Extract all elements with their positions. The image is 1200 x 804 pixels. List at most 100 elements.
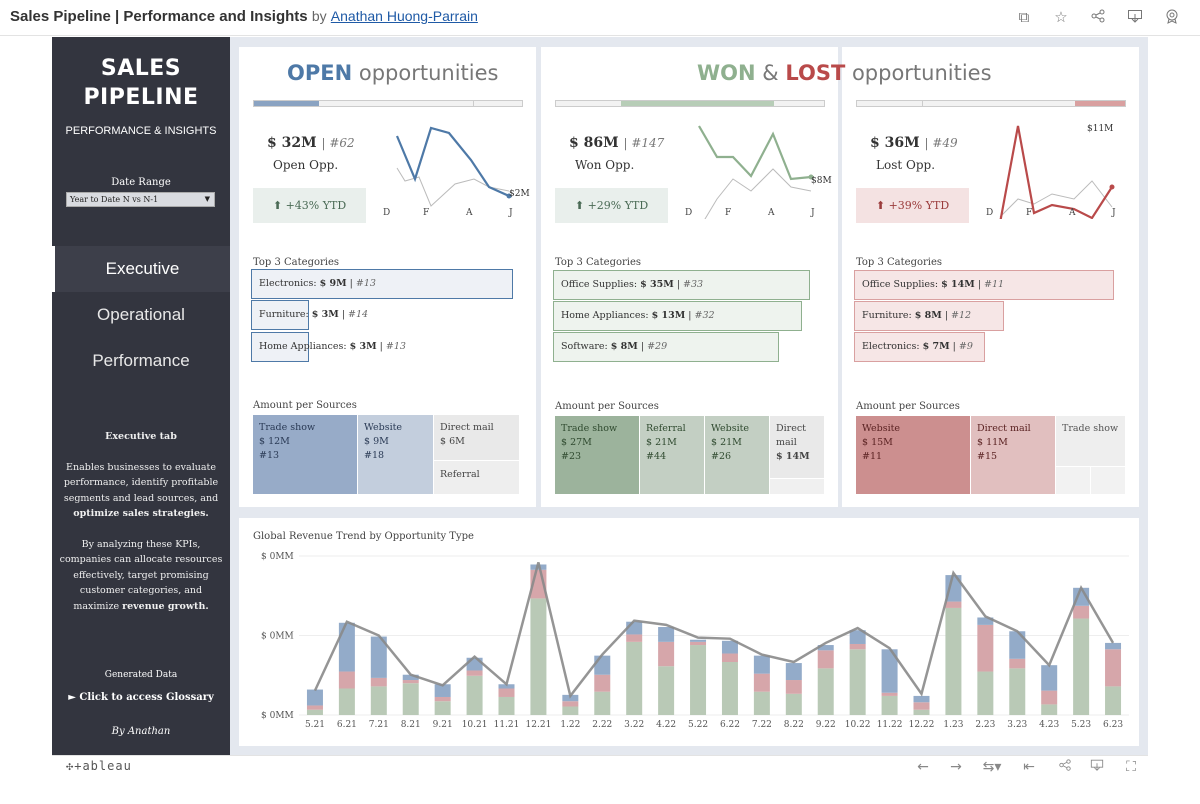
- revenue-trend-chart: $ 0MM $ 0MM $ 0MM 5.21 6.21 7.21 8.21 9.21 10.21…: [261, 552, 1129, 730]
- lost-progress-bar: [856, 100, 1126, 107]
- progress-tick: [473, 100, 474, 107]
- sidebar: SALES PIPELINE PERFORMANCE & INSIGHTS Da…: [52, 37, 230, 755]
- download-icon[interactable]: [1126, 8, 1144, 26]
- revert-icon[interactable]: ⇆▾: [982, 759, 1002, 775]
- spark-axis-f: F: [423, 208, 430, 218]
- lost-title-strong: LOST: [785, 61, 846, 85]
- won-top-categories-label: Top 3 Categories: [555, 257, 642, 268]
- date-range-label: Date Range: [111, 177, 171, 188]
- source-value: $ 21M: [646, 437, 677, 448]
- author-link[interactable]: Anathan Huong-Parrain: [330, 8, 478, 24]
- generated-data-label: Generated Data: [104, 670, 178, 680]
- spark-axis-f: F: [725, 208, 732, 218]
- date-range-select[interactable]: Year to Date N vs N-1 ▼: [66, 192, 215, 207]
- won-lost-title: WON & LOST opportunities: [697, 61, 992, 85]
- bar-segment: [466, 657, 483, 671]
- lost-source-trade-show[interactable]: Trade show: [1056, 416, 1125, 466]
- bar-segment: [626, 641, 643, 715]
- bar-segment: [434, 696, 451, 702]
- open-source-referral[interactable]: Referral: [434, 461, 519, 494]
- x-tick-label: 9.21: [433, 720, 453, 730]
- source-value: $ 27M: [561, 437, 592, 448]
- nav-executive[interactable]: Executive: [52, 246, 230, 292]
- tableau-logo[interactable]: ✣+ableau: [66, 759, 132, 773]
- won-category-1[interactable]: Office Supplies: $ 35M | #33: [553, 270, 810, 300]
- open-category-2[interactable]: Furniture: $ 3M | #14: [251, 300, 368, 330]
- won-category-3[interactable]: Software: $ 8M | #29: [553, 332, 779, 362]
- bar-segment: [913, 709, 930, 715]
- won-source-direct-mail[interactable]: Direct mail $ 14M: [770, 416, 824, 478]
- badge-icon[interactable]: [1163, 8, 1181, 26]
- lost-category-2[interactable]: Furniture: $ 8M | #12: [854, 301, 1004, 331]
- nav-operational[interactable]: Operational: [97, 305, 185, 324]
- won-source-trade-show[interactable]: Trade show $ 27M #23: [555, 416, 639, 494]
- byline: By Anathan: [111, 726, 171, 737]
- sidebar-title-line1: SALES: [100, 56, 182, 81]
- open-source-trade-show[interactable]: Trade show $ 12M #13: [253, 415, 357, 494]
- date-range-value: Year to Date N vs N-1: [70, 195, 159, 204]
- bar-segment: [977, 617, 994, 625]
- won-amount: $ 86M: [569, 135, 619, 151]
- open-source-direct-mail[interactable]: Direct mail $ 6M: [434, 415, 519, 460]
- spark-axis-a: A: [466, 208, 473, 218]
- open-count: #62: [329, 136, 355, 150]
- lost-category-3[interactable]: Electronics: $ 7M | #9: [854, 332, 985, 362]
- lost-sparkline: [999, 125, 1115, 219]
- bar-segment: [690, 645, 707, 715]
- bar-segment: [849, 630, 866, 644]
- redo-icon[interactable]: →: [950, 759, 962, 775]
- total-trend-line: [313, 562, 1115, 699]
- open-count-wrap: | #62: [321, 136, 355, 150]
- source-name: Trade show: [259, 422, 316, 433]
- category-value: $ 3M: [349, 341, 377, 352]
- bar-segment: [402, 683, 419, 715]
- source-count: #23: [561, 451, 582, 462]
- bar-segment: [817, 650, 834, 669]
- fullscreen-icon[interactable]: ⛶: [1126, 759, 1136, 775]
- category-value: $ 35M: [640, 279, 674, 290]
- download-icon[interactable]: [1088, 758, 1106, 776]
- bar-segment: [690, 639, 707, 642]
- bar-segment: [721, 640, 738, 654]
- x-tick-label: 3.23: [1007, 720, 1027, 730]
- bar-segment: [370, 677, 387, 687]
- lost-source-website[interactable]: Website $ 15M #11: [856, 416, 970, 494]
- spark-axis-j: J: [1112, 208, 1116, 218]
- bar-segment: [338, 671, 355, 689]
- open-category-3[interactable]: Home Appliances: $ 3M | #13: [251, 332, 406, 362]
- won-category-2[interactable]: Home Appliances: $ 13M | #32: [553, 301, 802, 331]
- glossary-link[interactable]: ► Click to access Glossary: [68, 692, 214, 703]
- bar-segment: [849, 643, 866, 650]
- open-category-1[interactable]: Electronics: $ 9M | #13: [251, 269, 513, 299]
- source-name: Direct mail: [776, 423, 806, 448]
- share-icon[interactable]: [1089, 8, 1107, 26]
- bar-segment: [466, 675, 483, 715]
- won-source-website[interactable]: Website $ 21M #26: [705, 416, 769, 494]
- lost-source-direct-mail[interactable]: Direct mail $ 11M #15: [971, 416, 1055, 494]
- bar-segment: [1009, 668, 1026, 715]
- bar-segment: [721, 662, 738, 715]
- category-name: Software:: [561, 341, 608, 352]
- bar-segment: [594, 691, 611, 715]
- copy-icon[interactable]: ⧉: [1018, 8, 1030, 26]
- arrow-up-icon: ⬆: [272, 199, 283, 212]
- nav-performance[interactable]: Performance: [92, 351, 190, 370]
- source-name: Trade show: [1062, 423, 1119, 434]
- lost-category-1[interactable]: Office Supplies: $ 14M | #11: [854, 270, 1114, 300]
- reset-icon[interactable]: ⇤: [1023, 759, 1035, 775]
- bar-segment: [1041, 690, 1058, 705]
- top-bar: Sales Pipeline | Performance and Insight…: [0, 0, 1200, 36]
- won-source-referral[interactable]: Referral $ 21M #44: [640, 416, 704, 494]
- undo-icon[interactable]: ←: [917, 759, 929, 775]
- bar-segment: [594, 674, 611, 692]
- won-ytd-text: +29% YTD: [587, 199, 649, 212]
- category-value: $ 7M: [922, 341, 950, 352]
- x-tick-label: 5.21: [305, 720, 325, 730]
- description-text-1: Enables businesses to evaluate performan…: [63, 461, 219, 504]
- lost-panel: $ 36M | #49 Lost Opp. ⬆ +39% YTD $11M D …: [842, 47, 1139, 507]
- source-count: #15: [977, 451, 998, 462]
- share-icon[interactable]: [1056, 758, 1074, 776]
- open-source-website[interactable]: Website $ 9M #18: [358, 415, 433, 494]
- bar-segment: [338, 688, 355, 715]
- star-icon[interactable]: ☆: [1054, 8, 1068, 26]
